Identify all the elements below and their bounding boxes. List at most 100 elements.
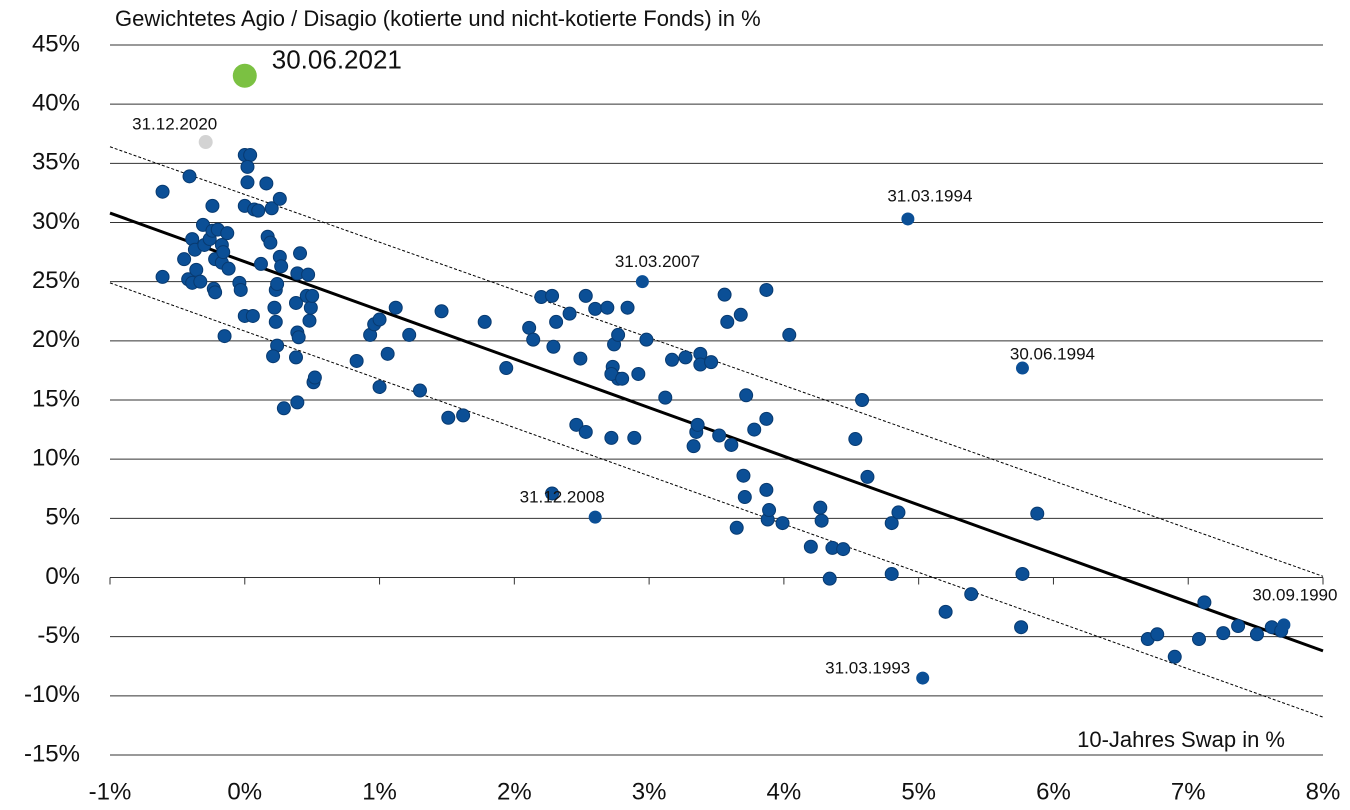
data-point: [499, 361, 514, 376]
labeled-point: [1015, 361, 1029, 375]
data-point: [704, 355, 719, 370]
data-point: [253, 256, 268, 271]
y-tick-label: 15%: [32, 385, 80, 412]
data-point: [177, 252, 192, 267]
labeled-point: [198, 135, 213, 150]
data-point: [686, 439, 701, 454]
data-point: [251, 203, 266, 218]
data-point: [1197, 595, 1212, 610]
data-point: [860, 469, 875, 484]
data-point: [546, 339, 561, 354]
data-point: [1014, 620, 1029, 635]
chart-title: Gewichtetes Agio / Disagio (kotierte und…: [115, 6, 761, 31]
data-point: [884, 516, 899, 531]
data-point: [349, 353, 364, 368]
y-tick-label: 40%: [32, 90, 80, 117]
data-point: [627, 430, 642, 445]
data-point: [1192, 632, 1207, 647]
data-point: [301, 267, 316, 282]
x-tick-label: 3%: [632, 778, 667, 805]
data-point: [762, 503, 777, 518]
data-point: [412, 383, 427, 398]
data-point: [264, 201, 279, 216]
y-tick-label: 25%: [32, 267, 80, 294]
data-point: [620, 300, 635, 315]
data-point: [562, 306, 577, 321]
data-point: [477, 314, 492, 329]
data-point: [434, 304, 449, 319]
data-point: [1015, 566, 1030, 581]
labeled-point: [916, 671, 930, 685]
data-point: [737, 490, 752, 505]
data-point: [600, 300, 615, 315]
data-point: [259, 176, 274, 191]
data-point: [276, 401, 291, 416]
labeled-point: [588, 510, 602, 524]
data-point: [441, 410, 456, 425]
data-point: [964, 587, 979, 602]
data-point: [891, 505, 906, 520]
data-point: [182, 169, 197, 184]
x-tick-label: 5%: [901, 778, 936, 805]
data-point: [615, 371, 630, 386]
data-point: [578, 288, 593, 303]
y-tick-label: 35%: [32, 149, 80, 176]
data-point: [1150, 627, 1165, 642]
data-point: [733, 307, 748, 322]
data-point: [717, 287, 732, 302]
trend-line: [109, 146, 1324, 577]
data-point: [263, 235, 278, 250]
data-point: [216, 245, 231, 260]
point-label: 31.12.2008: [520, 488, 605, 507]
data-point: [747, 422, 762, 437]
data-point: [549, 314, 564, 329]
data-point: [759, 282, 774, 297]
x-tick-label: 4%: [767, 778, 802, 805]
data-point: [712, 428, 727, 443]
x-tick-label: 2%: [497, 778, 532, 805]
data-point: [220, 226, 235, 241]
data-point: [658, 390, 673, 405]
data-point: [288, 295, 303, 310]
data-point: [526, 332, 541, 347]
data-point: [724, 437, 739, 452]
labeled-point: [232, 63, 257, 88]
y-tick-label: 5%: [45, 504, 80, 531]
y-tick-label: 20%: [32, 326, 80, 353]
data-point: [1167, 649, 1182, 664]
data-point: [388, 300, 403, 315]
data-point: [720, 314, 735, 329]
data-point: [205, 198, 220, 213]
data-point: [631, 366, 646, 381]
data-point: [836, 542, 851, 557]
data-point: [380, 346, 395, 361]
data-point: [290, 395, 305, 410]
data-point: [288, 350, 303, 365]
trend-line: [109, 282, 1324, 718]
data-point: [307, 370, 322, 385]
data-point: [233, 282, 248, 297]
data-point: [1216, 626, 1231, 641]
data-point: [272, 191, 287, 206]
data-point: [270, 277, 285, 292]
y-tick-label: 45%: [32, 30, 80, 57]
y-tick-label: -15%: [24, 740, 80, 767]
data-point: [782, 327, 797, 342]
data-point: [545, 288, 560, 303]
x-tick-label: -1%: [89, 778, 132, 805]
data-point: [155, 269, 170, 284]
data-point: [759, 411, 774, 426]
data-point: [775, 516, 790, 531]
point-label: 30.06.1994: [1010, 345, 1095, 364]
data-point: [217, 329, 232, 344]
data-point: [690, 417, 705, 432]
data-point: [193, 274, 208, 289]
data-point: [266, 349, 281, 364]
data-point: [1231, 619, 1246, 634]
data-point: [402, 327, 417, 342]
point-label: 31.03.1994: [887, 186, 972, 205]
point-label: 31.03.2007: [615, 252, 700, 271]
point-label: 31.03.1993: [825, 659, 910, 678]
data-point: [639, 332, 654, 347]
